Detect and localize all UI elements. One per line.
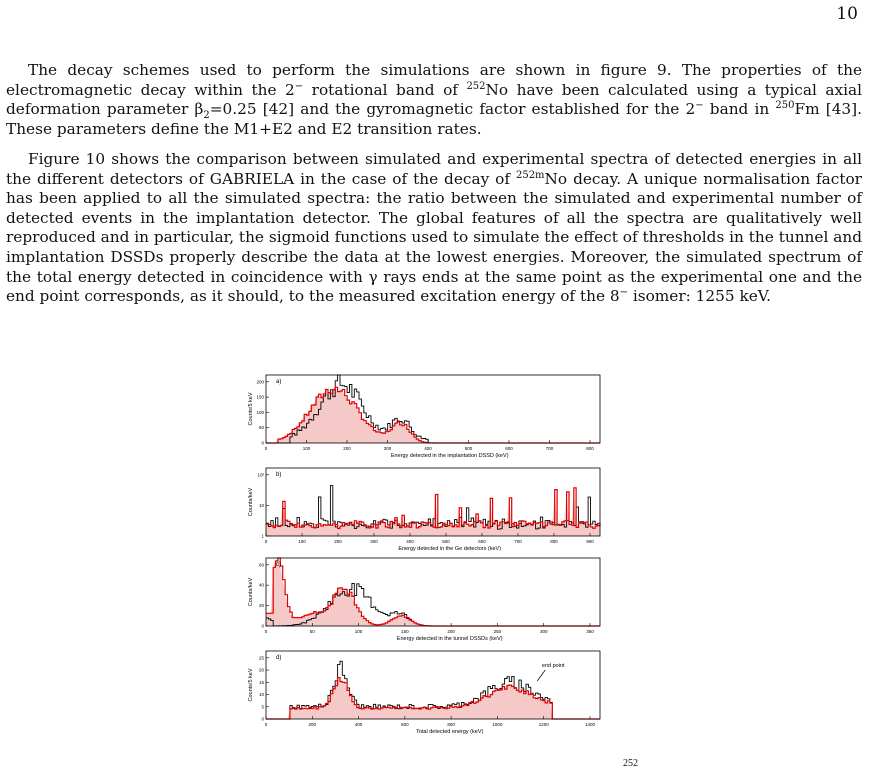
x-tick-label: 800 bbox=[550, 539, 558, 544]
x-tick-label: 150 bbox=[401, 629, 409, 634]
end-point-arrow bbox=[536, 669, 546, 682]
paragraph-decay-schemes: The decay schemes used to perform the si… bbox=[6, 61, 862, 138]
caption-fragment: 252 bbox=[623, 758, 638, 769]
experimental-spectrum bbox=[266, 485, 601, 530]
y-tick-label: 10² bbox=[257, 472, 264, 477]
x-tick-label: 500 bbox=[442, 539, 450, 544]
y-tick-label: 100 bbox=[256, 410, 264, 415]
simulated-area bbox=[266, 558, 600, 626]
y-tick-label: 60 bbox=[259, 562, 265, 567]
simulated-spectrum bbox=[266, 487, 601, 530]
y-tick-label: 0 bbox=[261, 624, 264, 629]
x-tick-label: 800 bbox=[447, 722, 455, 727]
x-tick-label: 400 bbox=[355, 722, 363, 727]
y-tick-label: 50 bbox=[259, 425, 265, 430]
x-tick-label: 600 bbox=[505, 446, 513, 451]
x-tick-label: 0 bbox=[265, 629, 268, 634]
x-tick-label: 500 bbox=[465, 446, 473, 451]
x-tick-label: 700 bbox=[514, 539, 522, 544]
x-tick-label: 350 bbox=[586, 629, 594, 634]
y-tick-label: 20 bbox=[259, 603, 265, 608]
x-tick-label: 1200 bbox=[539, 722, 550, 727]
x-axis-label: Energy detected in the Ge detectors (keV… bbox=[398, 546, 501, 552]
panel-label: c) bbox=[276, 562, 281, 568]
panel-label: b) bbox=[276, 472, 281, 478]
x-tick-label: 0 bbox=[265, 722, 268, 727]
y-axis-label: Counts/5 keV bbox=[248, 668, 254, 701]
simulated-area bbox=[266, 387, 600, 443]
x-tick-label: 600 bbox=[478, 539, 486, 544]
y-tick-label: 10 bbox=[259, 503, 265, 508]
x-axis-label: Energy detected in the tunnel DSSDs (keV… bbox=[397, 636, 503, 642]
y-tick-label: 40 bbox=[259, 583, 265, 588]
simulated-spectrum bbox=[266, 677, 600, 720]
y-tick-label: 15 bbox=[259, 680, 265, 685]
x-tick-label: 600 bbox=[401, 722, 409, 727]
x-tick-label: 300 bbox=[540, 629, 548, 634]
x-tick-label: 400 bbox=[406, 539, 414, 544]
y-tick-label: 200 bbox=[256, 379, 264, 384]
x-tick-label: 200 bbox=[447, 629, 455, 634]
y-axis-label: Counts/5 keV bbox=[248, 392, 254, 425]
figure-10: 0 100 200 300 400 500 600 700 800 0 50 100 150 200 a) E… bbox=[240, 370, 610, 762]
x-tick-label: 200 bbox=[334, 539, 342, 544]
end-point-annotation: end point bbox=[542, 663, 565, 669]
y-axis-label: Counts/keV bbox=[248, 577, 254, 606]
panel-label: d) bbox=[276, 655, 281, 661]
y-tick-label: 10 bbox=[259, 692, 265, 697]
x-tick-label: 100 bbox=[355, 629, 363, 634]
page-number: 10 bbox=[836, 4, 858, 24]
simulated-area bbox=[266, 487, 600, 536]
panel-frame bbox=[265, 650, 601, 720]
simulated-area bbox=[266, 677, 600, 719]
panel-frame bbox=[265, 467, 601, 537]
x-axis-label: Total detected energy (keV) bbox=[416, 729, 483, 735]
y-tick-label: 1 bbox=[261, 534, 264, 539]
x-tick-label: 200 bbox=[309, 722, 317, 727]
x-tick-label: 1000 bbox=[492, 722, 503, 727]
y-tick-label: 5 bbox=[261, 704, 264, 709]
x-tick-label: 0 bbox=[265, 446, 268, 451]
paragraph-figure-10: Figure 10 shows the comparison between s… bbox=[6, 150, 862, 306]
x-tick-label: 1400 bbox=[585, 722, 596, 727]
x-tick-label: 100 bbox=[298, 539, 306, 544]
x-tick-label: 0 bbox=[265, 539, 268, 544]
x-tick-label: 800 bbox=[586, 446, 594, 451]
x-tick-label: 300 bbox=[384, 446, 392, 451]
panel-label: a) bbox=[276, 379, 281, 385]
panel-frame bbox=[265, 557, 601, 627]
y-tick-label: 150 bbox=[256, 395, 264, 400]
x-tick-label: 200 bbox=[343, 446, 351, 451]
y-tick-label: 25 bbox=[259, 655, 265, 660]
x-tick-label: 300 bbox=[370, 539, 378, 544]
x-tick-label: 900 bbox=[586, 539, 594, 544]
y-tick-label: 20 bbox=[259, 668, 265, 673]
x-tick-label: 100 bbox=[303, 446, 311, 451]
x-tick-label: 400 bbox=[424, 446, 432, 451]
y-tick-label: 0 bbox=[261, 441, 264, 446]
panel-frame bbox=[265, 374, 601, 444]
x-axis-label: Energy detected in the implantation DSSD… bbox=[391, 453, 509, 459]
y-tick-label: 0 bbox=[261, 717, 264, 722]
x-tick-label: 50 bbox=[310, 629, 316, 634]
x-tick-label: 250 bbox=[494, 629, 502, 634]
y-axis-label: Counts/keV bbox=[248, 487, 254, 516]
x-tick-label: 700 bbox=[546, 446, 554, 451]
